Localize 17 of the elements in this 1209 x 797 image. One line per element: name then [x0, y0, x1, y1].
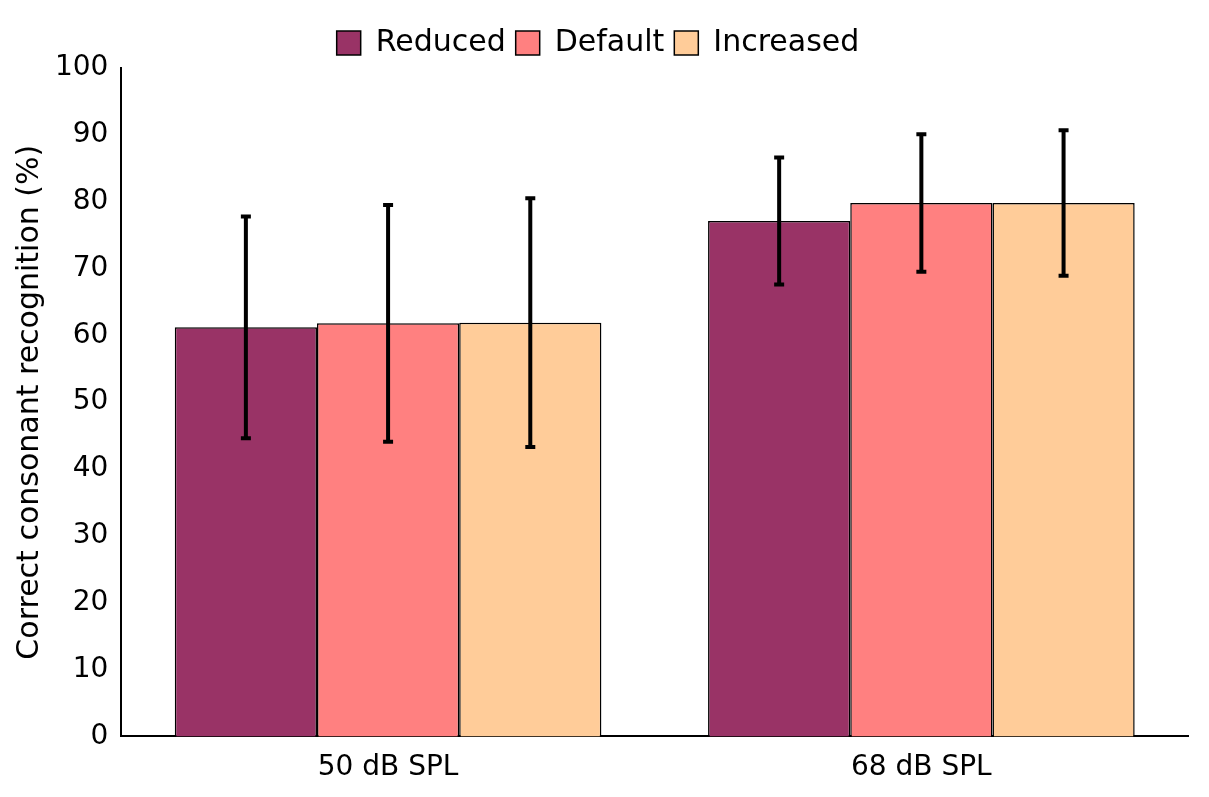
y-tick-label: 90	[72, 116, 109, 150]
y-axis-title: Correct consonant recognition (%)	[9, 144, 45, 660]
y-tick-label: 70	[72, 249, 109, 283]
x-tick-label: 50 dB SPL	[317, 749, 459, 783]
y-tick-label: 10	[72, 650, 109, 684]
y-tick-label: 20	[72, 584, 109, 617]
y-tick-label: 30	[72, 517, 109, 551]
y-tick-label: 80	[72, 182, 109, 216]
x-tick-label: 68 dB SPL	[851, 749, 993, 783]
legend-label: Default	[554, 22, 665, 58]
legend-label: Increased	[713, 22, 860, 58]
y-tick-label: 100	[54, 49, 109, 83]
y-tick-label: 50	[72, 383, 109, 417]
y-tick-label: 40	[72, 450, 109, 484]
legend-label: Reduced	[375, 22, 506, 58]
y-tick-label: 60	[72, 316, 109, 350]
y-tick-label: 0	[90, 717, 109, 751]
